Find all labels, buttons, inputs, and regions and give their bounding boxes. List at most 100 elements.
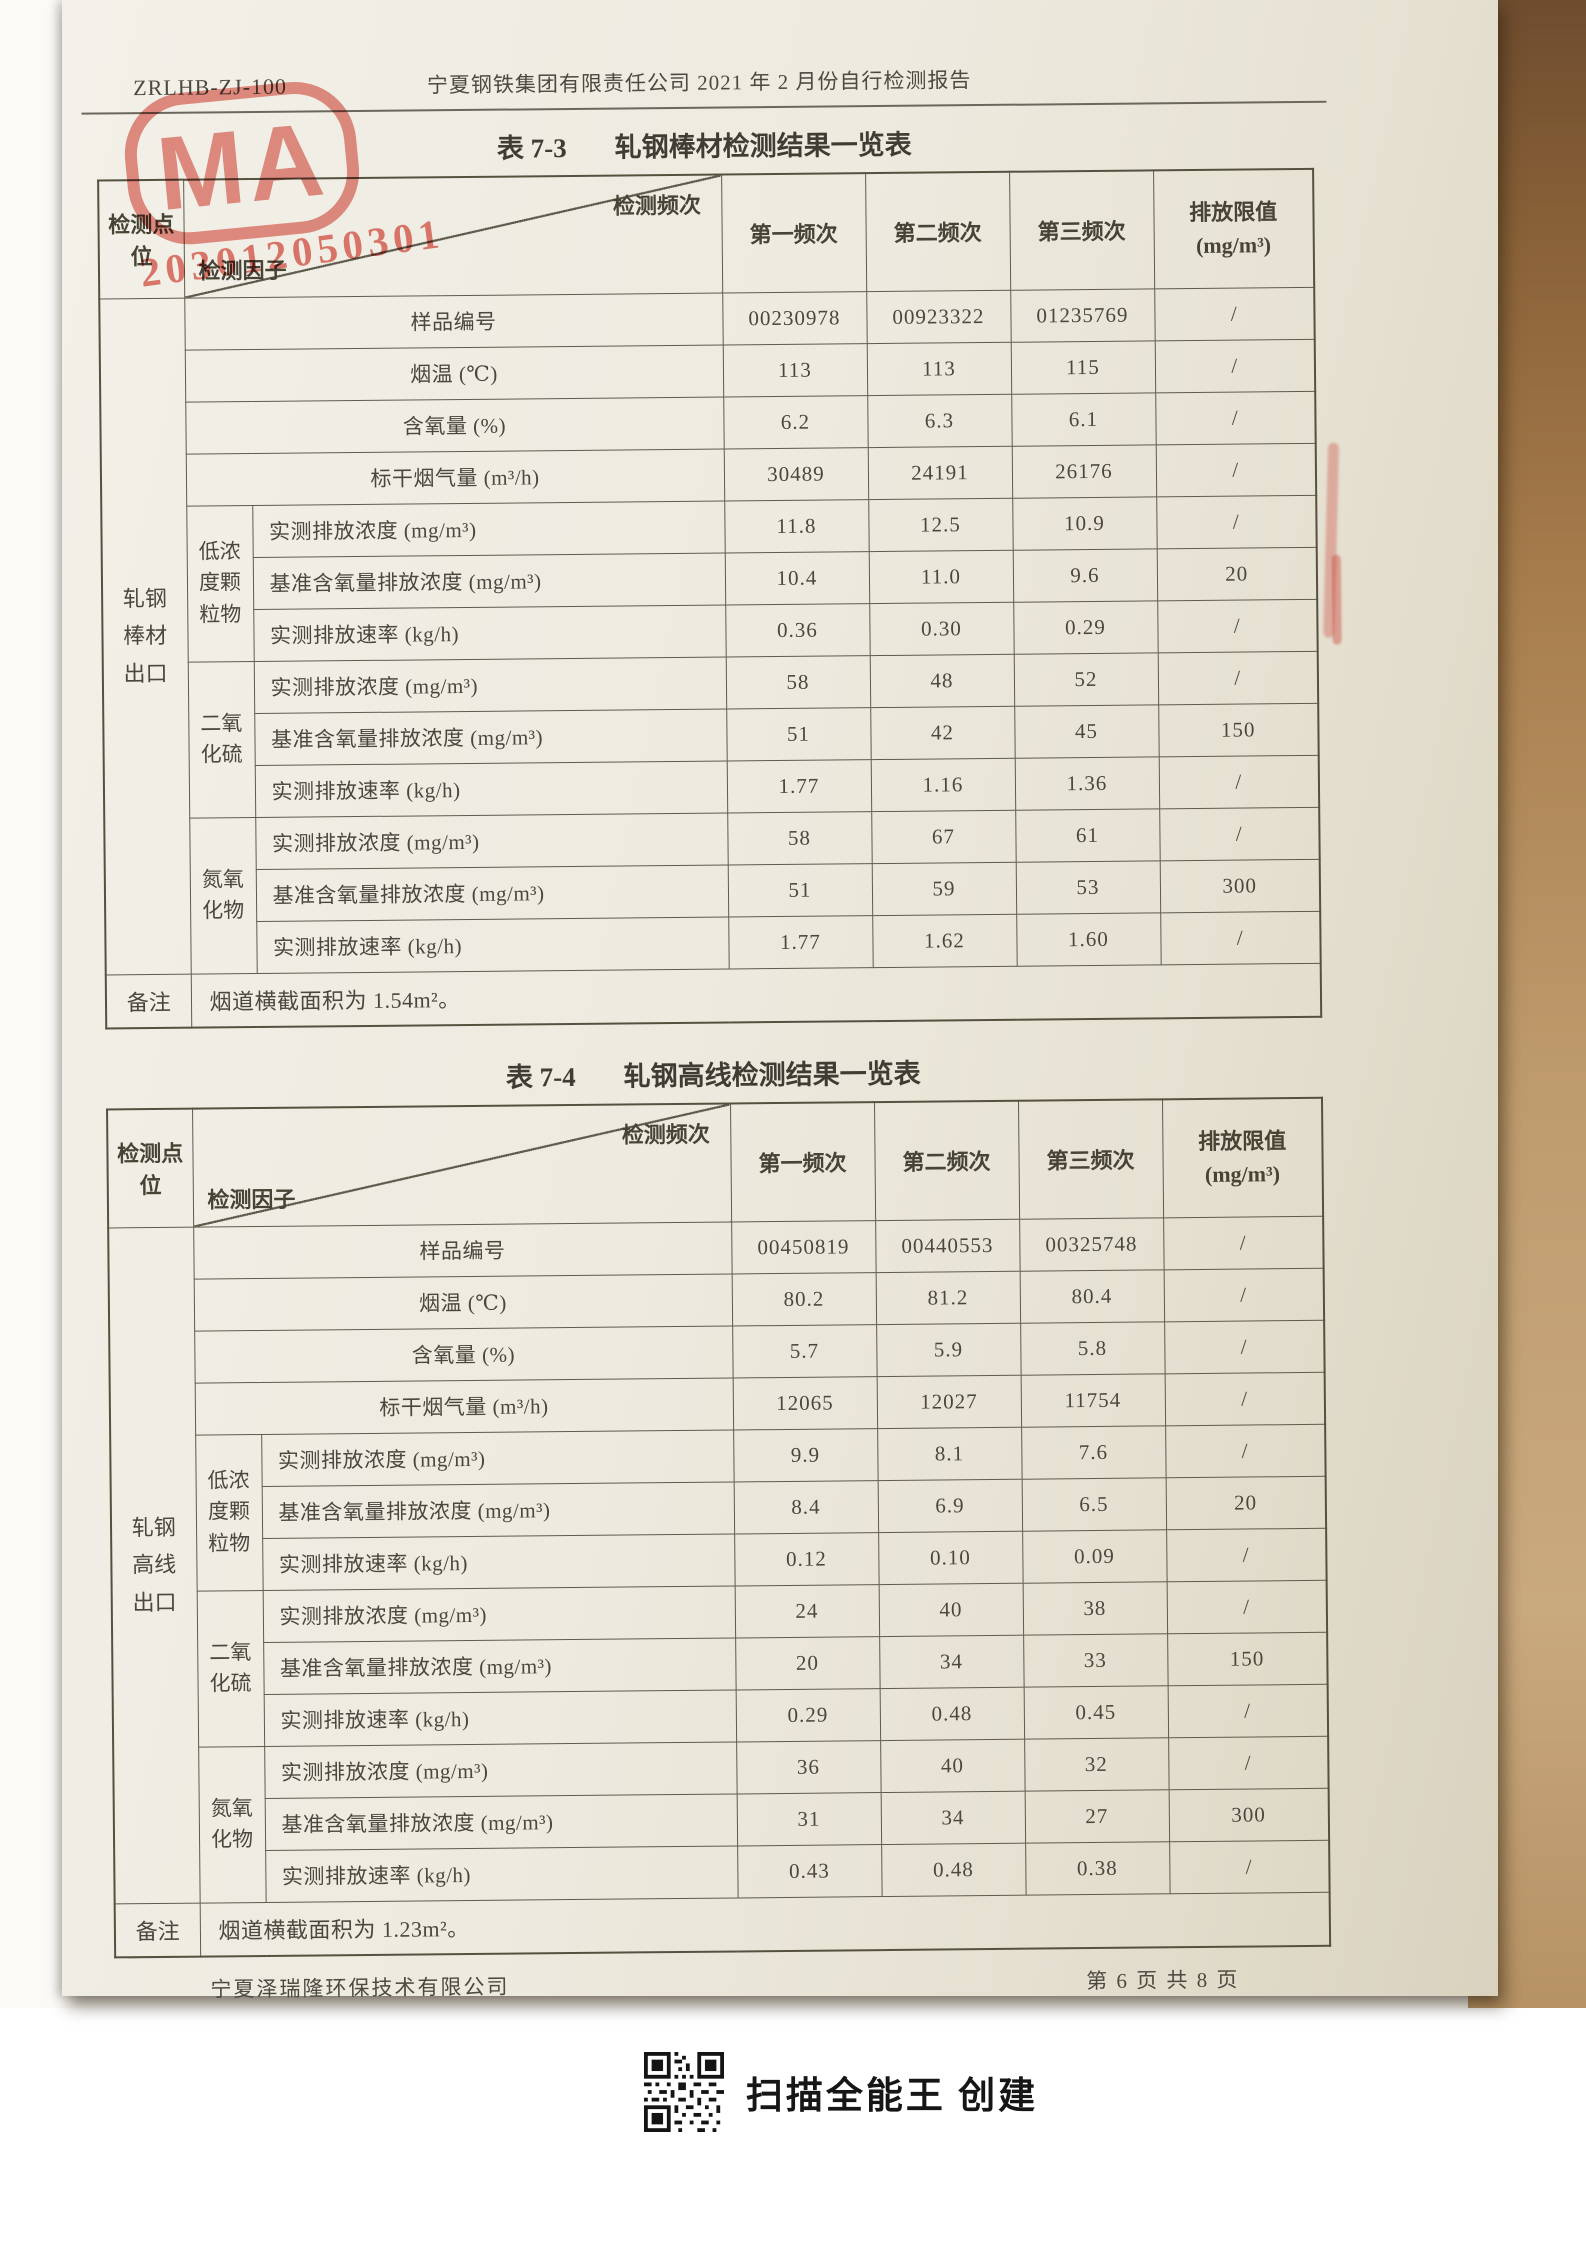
col-header-emission-limit: 排放限值 (mg/m³) [1161,1097,1324,1218]
value-cell: 0.36 [725,603,870,657]
cma-stamp-letters: MA [152,100,333,233]
value-cell: 52 [1013,652,1159,706]
value-cell: 9.6 [1012,548,1158,602]
value-cell: 1.77 [728,915,873,969]
limit-header-text: 排放限值 [1189,199,1278,226]
value-cell: 115 [1010,340,1156,394]
value-cell: 0.48 [881,1842,1026,1897]
value-cell: 27 [1024,1789,1170,1843]
value-cell: 1.60 [1016,912,1161,966]
table-7-4-caption: 表 7-4 轧钢高线检测结果一览表 [106,1048,1321,1099]
pollutant-group-cell: 低浓度颗粒物 [195,1434,263,1591]
value-cell: 53 [1015,860,1161,914]
factor-label-cell: 实测排放浓度 (mg/m³) [253,656,727,714]
factor-label-cell: 实测排放浓度 (mg/m³) [255,812,728,870]
limit-value-cell: / [1158,754,1320,809]
value-cell: 01235769 [1010,288,1155,342]
footer-page-number: 第 6 页 共 8 页 [1086,1967,1240,1994]
factor-label-cell: 样品编号 [184,292,723,350]
value-cell: 5.8 [1020,1321,1165,1375]
monitoring-point-cell: 轧钢高线出口 [108,1226,200,1904]
factor-label-cell: 实测排放浓度 (mg/m³) [262,1585,736,1642]
factor-label-cell: 基准含氧量排放浓度 (mg/m³) [252,552,726,610]
qr-code [643,2052,724,2132]
factor-label-cell: 样品编号 [193,1221,732,1279]
value-cell: 9.9 [733,1428,878,1482]
value-cell: 6.5 [1021,1477,1167,1531]
value-cell: 5.7 [732,1324,877,1378]
value-cell: 6.1 [1011,392,1156,446]
factor-label-cell: 基准含氧量排放浓度 (mg/m³) [263,1637,736,1694]
limit-header-unit: (mg/m³) [1204,1161,1281,1188]
col-header-freq-3: 第三频次 [1017,1099,1164,1219]
limit-value-cell: 300 [1159,858,1321,913]
value-cell: 0.30 [869,601,1014,656]
limit-value-cell: / [1164,1371,1326,1426]
note-label: 备注 [105,973,192,1029]
value-cell: 58 [727,811,872,865]
value-cell: 7.6 [1021,1425,1166,1479]
col-header-freq-1: 第一频次 [730,1102,876,1222]
col-header-freq-2: 第二频次 [874,1100,1020,1221]
factor-label-cell: 标干烟气量 (m³/h) [185,448,725,506]
value-cell: 40 [880,1738,1025,1793]
note-text: 烟道横截面积为 1.23m²。 [199,1891,1331,1957]
col-header-freq-3: 第三频次 [1009,170,1155,290]
value-cell: 00923322 [866,289,1011,344]
limit-header-text: 排放限值 [1198,1128,1287,1155]
value-cell: 12027 [876,1374,1022,1429]
paper-sheet: ZRLHB-ZJ-100 宁夏钢铁集团有限责任公司 2021 年 2 月份自行检… [62,0,1498,2002]
factor-label-cell: 标干烟气量 (m³/h) [194,1377,734,1435]
limit-value-cell: / [1163,1215,1324,1270]
pollutant-group-cell: 二氧化硫 [196,1589,265,1747]
factor-label-cell: 含氧量 (%) [185,396,724,454]
value-cell: 31 [736,1792,882,1846]
col-header-freq-2: 第二频次 [865,171,1011,292]
value-cell: 51 [726,707,871,761]
value-cell: 00450819 [731,1220,876,1274]
limit-value-cell: / [1164,1319,1325,1374]
footer-company: 宁夏泽瑞隆环保技术有限公司 [210,1974,510,2002]
value-cell: 80.4 [1019,1269,1165,1323]
value-cell: 12065 [732,1376,878,1430]
value-cell: 0.29 [1013,600,1158,654]
factor-header-label: 检测因子 [207,1186,296,1213]
value-cell: 26176 [1011,444,1157,498]
cma-stamp: MA 203012050301 [119,76,447,296]
factor-label-cell: 含氧量 (%) [194,1325,733,1383]
value-cell: 8.1 [877,1426,1022,1481]
value-cell: 1.16 [870,757,1016,812]
limit-value-cell: 150 [1158,702,1319,757]
pollutant-group-cell: 低浓度颗粒物 [186,505,254,662]
note-row: 备注 烟道横截面积为 1.23m²。 [114,1891,1331,1958]
value-cell: 6.2 [723,395,868,449]
scanner-bed: ZRLHB-ZJ-100 宁夏钢铁集团有限责任公司 2021 年 2 月份自行检… [62,0,1586,2008]
factor-label-cell: 实测排放速率 (kg/h) [254,760,728,818]
table-caption-number: 表 7-4 [505,1061,576,1093]
value-cell: 8.4 [733,1480,879,1534]
factor-label-cell: 实测排放速率 (kg/h) [263,1689,737,1746]
value-cell: 38 [1022,1581,1168,1635]
col-header-factor-frequency: 检测频次 检测因子 [192,1103,732,1227]
value-cell: 30489 [723,447,869,501]
limit-value-cell: / [1159,806,1320,861]
pollutant-group-cell: 氮氧化物 [198,1745,266,1903]
factor-label-cell: 实测排放速率 (kg/h) [265,1845,738,1902]
factor-label-cell: 基准含氧量排放浓度 (mg/m³) [264,1793,738,1850]
value-cell: 81.2 [875,1270,1021,1325]
value-cell: 11.0 [868,549,1014,604]
factor-label-cell: 实测排放速率 (kg/h) [262,1533,735,1590]
value-cell: 11.8 [724,499,869,553]
limit-value-cell: / [1165,1423,1326,1478]
limit-value-cell: 150 [1167,1631,1328,1686]
limit-value-cell: / [1160,910,1321,965]
value-cell: 0.48 [879,1686,1025,1741]
value-cell: 33 [1023,1633,1168,1687]
limit-value-cell: / [1155,390,1316,445]
limit-value-cell: / [1154,338,1316,393]
table-header-row: 检测点位 检测频次 检测因子 第一频次 第二频次 第三频次 排放限值 (mg/m… [107,1097,1324,1228]
factor-label-cell: 烟温 (℃) [184,344,724,402]
limit-header-unit: (mg/m³) [1195,232,1272,259]
red-ink-mark [1331,554,1342,645]
factor-label-cell: 烟温 (℃) [193,1273,733,1331]
